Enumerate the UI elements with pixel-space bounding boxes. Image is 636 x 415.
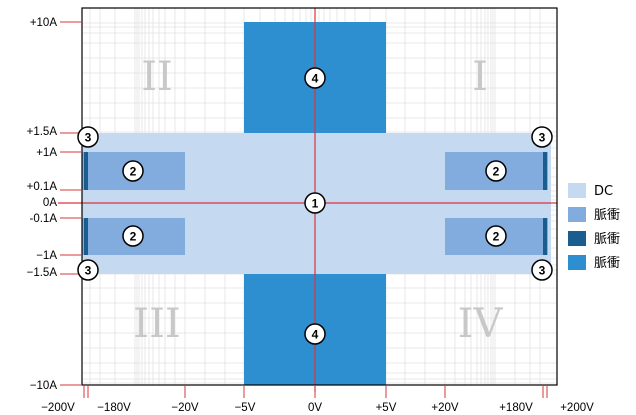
marker-circle	[77, 259, 99, 281]
legend-label-pulse-mid: 脈衝	[594, 256, 620, 271]
marker-3: 3	[77, 126, 99, 148]
quadrant-label-iv: IV	[458, 301, 504, 347]
marker-number: 3	[539, 131, 546, 145]
marker-number: 3	[539, 264, 546, 278]
legend-swatch-pulse-mid	[568, 255, 586, 270]
region-pulse-dark-left-bottom	[84, 218, 88, 255]
quadrant-label-i: I	[472, 54, 488, 100]
marker-number: 1	[312, 197, 319, 211]
marker-3: 3	[531, 259, 553, 281]
y-tick-label: −1A	[36, 250, 57, 262]
region-pulse-dark-right-top	[543, 152, 547, 190]
x-tick-label: +5V	[376, 402, 397, 414]
y-tick-label: -0.1A	[30, 213, 58, 225]
marker-4: 4	[304, 323, 326, 345]
y-tick-label: +1.5A	[27, 126, 58, 138]
y-tick-label: +0.1A	[27, 181, 58, 193]
marker-4: 4	[304, 67, 326, 89]
x-tick-label: 0V	[308, 402, 322, 414]
marker-circle	[77, 126, 99, 148]
y-tick-label: +10A	[30, 17, 58, 29]
marker-circle	[304, 192, 326, 214]
region-markers: 1 2 2 2 2 3 3 3	[77, 67, 553, 345]
legend-label-dc: DC	[594, 184, 613, 199]
marker-number: 2	[493, 165, 500, 179]
y-tick-label: −1.5A	[27, 267, 58, 279]
x-tick-label: −20V	[171, 402, 199, 414]
marker-number: 3	[85, 264, 92, 278]
y-ticks: +10A +1.5A +1A +0.1A 0A -0.1A −1A −1.5A …	[27, 17, 82, 392]
legend-swatch-pulse-light	[568, 207, 586, 222]
marker-number: 2	[130, 165, 137, 179]
marker-circle	[122, 225, 144, 247]
x-tick-label: −180V	[97, 402, 131, 414]
marker-number: 2	[130, 230, 137, 244]
marker-1: 1	[304, 192, 326, 214]
region-pulse-dark-left-top	[84, 152, 88, 190]
marker-2: 2	[122, 160, 144, 182]
marker-circle	[485, 225, 507, 247]
quadrant-label-ii: II	[141, 54, 173, 100]
x-tick-label: +180V	[499, 402, 533, 414]
marker-circle	[531, 259, 553, 281]
legend-label-pulse-dark: 脈衝	[594, 232, 620, 247]
marker-circle	[304, 323, 326, 345]
y-tick-label: 0A	[43, 197, 57, 209]
region-pulse-dark-right-bottom	[543, 218, 547, 255]
plot-frame	[81, 7, 558, 386]
marker-number: 4	[312, 328, 319, 342]
marker-3: 3	[77, 259, 99, 281]
legend: DC 脈衝 脈衝 脈衝	[568, 183, 620, 271]
marker-3: 3	[531, 126, 553, 148]
marker-circle	[122, 160, 144, 182]
marker-number: 4	[312, 72, 319, 86]
marker-circle	[485, 160, 507, 182]
x-tick-label: +200V	[560, 402, 594, 414]
legend-swatch-pulse-dark	[568, 231, 586, 246]
y-tick-label: −10A	[30, 380, 58, 392]
marker-circle	[531, 126, 553, 148]
x-tick-label: −200V	[41, 402, 75, 414]
x-tick-label: −5V	[235, 402, 256, 414]
quadrant-label-iii: III	[133, 301, 180, 347]
legend-swatch-dc	[568, 183, 586, 198]
marker-number: 2	[493, 230, 500, 244]
marker-2: 2	[485, 160, 507, 182]
x-ticks: −200V −180V −20V −5V 0V +5V +20V +180V +…	[41, 385, 594, 414]
legend-label-pulse-light: 脈衝	[594, 208, 620, 223]
marker-2: 2	[122, 225, 144, 247]
marker-2: 2	[485, 225, 507, 247]
y-tick-label: +1A	[36, 147, 57, 159]
marker-circle	[304, 67, 326, 89]
x-tick-label: +20V	[431, 402, 459, 414]
marker-number: 3	[85, 131, 92, 145]
